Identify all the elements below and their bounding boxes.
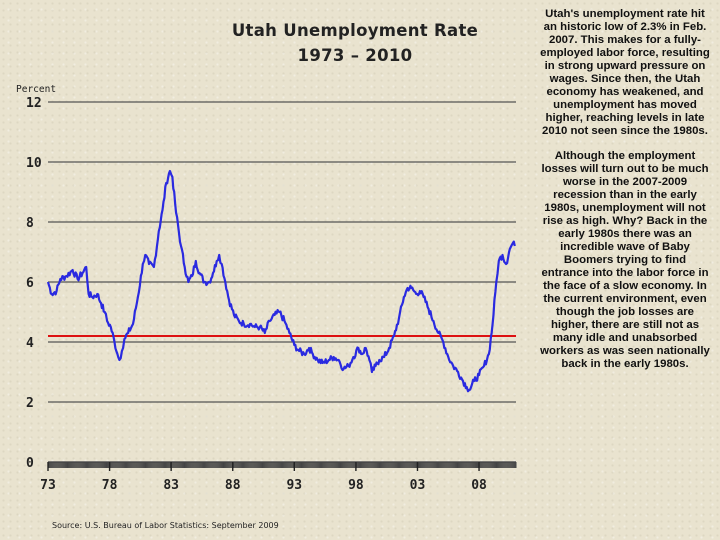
x-tick-label-73: 73 [40,478,56,493]
y-tick-label-2: 2 [26,396,34,411]
y-axis-label: Percent [16,84,57,95]
x-tick-label-98: 98 [348,478,364,493]
x-tick-label-78: 78 [102,478,118,493]
source-note: Source: U.S. Bureau of Labor Statistics:… [52,521,279,530]
y-tick-label-0: 0 [26,456,34,471]
y-tick-label-6: 6 [26,276,34,291]
chart-title: Utah Unemployment Rate 1973 – 2010 [200,18,510,68]
y-tick-label-12: 12 [26,96,42,111]
x-tick-label-88: 88 [225,478,241,493]
chart-title-line-1: Utah Unemployment Rate [231,21,479,40]
x-tick-label-03: 03 [410,478,426,493]
series-line-0 [46,169,516,393]
x-tick-label-08: 08 [471,478,487,493]
x-tick-label-93: 93 [286,478,302,493]
chart-title-line-2: 1973 – 2010 [297,46,413,65]
y-tick-label-4: 4 [26,336,34,351]
commentary-panel: Utah's unemployment rate hit an historic… [540,8,710,383]
commentary-paragraph-2: Although the employment losses will turn… [540,150,710,370]
y-tick-label-8: 8 [26,216,34,231]
x-tick-label-83: 83 [163,478,179,493]
commentary-paragraph-1: Utah's unemployment rate hit an historic… [540,8,710,137]
y-tick-label-10: 10 [26,156,42,171]
